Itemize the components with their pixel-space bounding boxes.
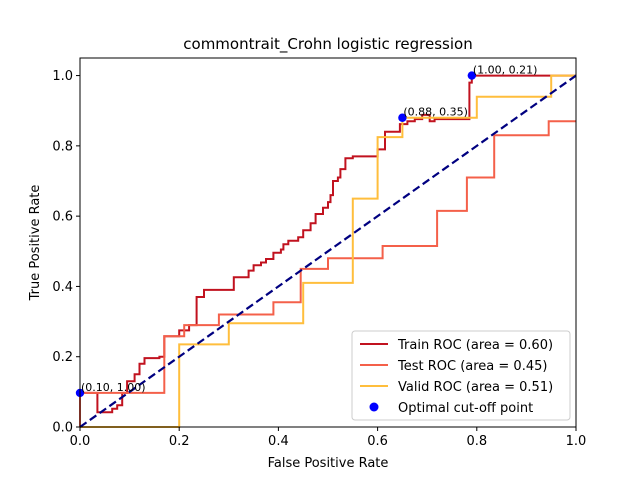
roc-line-test — [79, 120, 576, 427]
optimal-point — [467, 71, 477, 80]
optimal-point-label: (1.00, 0.21) — [473, 64, 538, 77]
x-tick-label: 1.0 — [566, 434, 587, 449]
x-axis-ticks: 0.0 0.2 0.4 0.6 0.8 1.0 — [70, 427, 587, 449]
x-axis-label: False Positive Rate — [268, 456, 389, 471]
y-axis-ticks: 0.0 0.2 0.4 0.6 0.8 1.0 — [52, 69, 80, 436]
roc-line-train — [79, 74, 576, 427]
x-tick-label: 0.6 — [367, 434, 388, 449]
x-tick-label: 0.0 — [70, 434, 91, 449]
legend-label-test: Test ROC (area = 0.45) — [397, 359, 547, 374]
optimal-point-label: (0.10, 1.00) — [81, 381, 146, 394]
plot-area: (0.10, 1.00) (0.88, 0.35) (1.00, 0.21) — [75, 64, 577, 428]
legend-box — [351, 330, 571, 421]
x-tick-label: 0.2 — [169, 434, 190, 449]
x-tick-label: 0.4 — [268, 434, 289, 449]
optimal-point — [398, 113, 407, 122]
y-tick-label: 0.2 — [52, 350, 73, 365]
legend-label-valid: Valid ROC (area = 0.51) — [398, 380, 553, 395]
optimal-point-label: (0.88, 0.35) — [403, 106, 468, 119]
legend: Train ROC (area = 0.60) Test ROC (area =… — [351, 330, 571, 421]
legend-label-train: Train ROC (area = 0.60) — [397, 338, 553, 353]
roc-line-valid — [80, 74, 576, 428]
y-tick-label: 1.0 — [52, 69, 73, 84]
legend-swatch-optimal — [369, 402, 379, 412]
y-tick-label: 0.4 — [52, 280, 73, 295]
chart-title: commontrait_Crohn logistic regression — [183, 35, 472, 54]
y-tick-label: 0.8 — [52, 139, 73, 154]
legend-label-optimal: Optimal cut-off point — [398, 401, 533, 416]
y-tick-label: 0.0 — [52, 421, 73, 436]
y-axis-label: True Positive Rate — [28, 185, 43, 302]
x-tick-label: 0.8 — [466, 434, 487, 449]
chance-diagonal-line — [79, 74, 577, 428]
plot-frame — [79, 57, 577, 428]
y-tick-label: 0.6 — [52, 210, 73, 225]
